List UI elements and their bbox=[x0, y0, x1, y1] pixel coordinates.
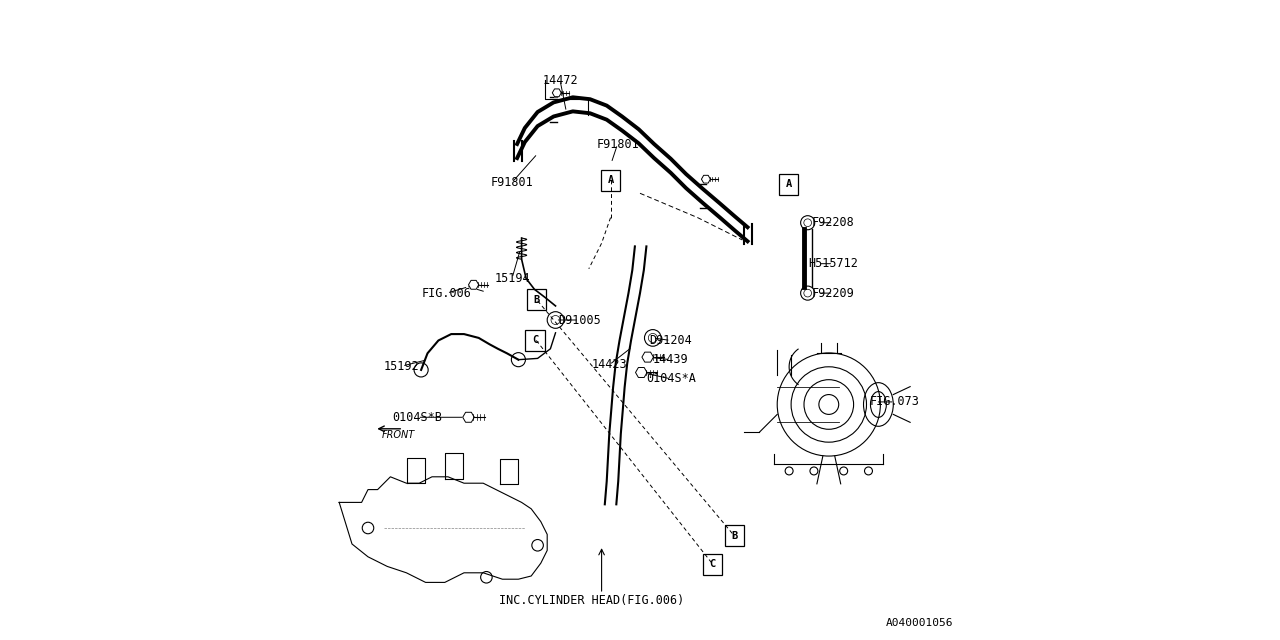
Text: A040001056: A040001056 bbox=[886, 618, 954, 628]
Polygon shape bbox=[463, 412, 475, 422]
Text: 15192: 15192 bbox=[384, 360, 420, 372]
Text: C: C bbox=[532, 335, 538, 346]
Text: 0104S*B: 0104S*B bbox=[393, 411, 442, 424]
Text: FIG.006: FIG.006 bbox=[422, 287, 471, 300]
Bar bbox=[778, 174, 799, 195]
Polygon shape bbox=[553, 89, 561, 97]
Text: B: B bbox=[534, 294, 539, 305]
Bar bbox=[724, 525, 745, 546]
Polygon shape bbox=[701, 175, 710, 183]
Text: C: C bbox=[709, 559, 716, 570]
Text: A: A bbox=[786, 179, 791, 189]
Bar bbox=[526, 330, 545, 351]
Bar bbox=[602, 170, 620, 191]
Text: F92209: F92209 bbox=[812, 287, 855, 300]
Polygon shape bbox=[468, 280, 479, 289]
Polygon shape bbox=[643, 352, 654, 362]
Bar bbox=[703, 554, 722, 575]
Text: FRONT: FRONT bbox=[381, 431, 415, 440]
Bar bbox=[527, 289, 545, 310]
Text: H515712: H515712 bbox=[809, 257, 858, 270]
Polygon shape bbox=[635, 367, 646, 378]
Circle shape bbox=[511, 353, 525, 367]
Text: F91801: F91801 bbox=[490, 176, 534, 189]
Text: 14423: 14423 bbox=[591, 358, 627, 371]
Text: D91204: D91204 bbox=[649, 334, 692, 347]
Text: 15194: 15194 bbox=[494, 272, 530, 285]
Text: B: B bbox=[732, 531, 737, 541]
Text: A: A bbox=[608, 175, 613, 186]
Text: FIG.073: FIG.073 bbox=[870, 396, 919, 408]
Text: 14472: 14472 bbox=[543, 74, 577, 86]
Text: 0104S*A: 0104S*A bbox=[646, 372, 695, 385]
Circle shape bbox=[415, 363, 428, 377]
Text: D91005: D91005 bbox=[558, 314, 600, 326]
Text: F91801: F91801 bbox=[596, 138, 639, 150]
Text: F92208: F92208 bbox=[812, 216, 855, 229]
Text: INC.CYLINDER HEAD(FIG.006): INC.CYLINDER HEAD(FIG.006) bbox=[499, 594, 685, 607]
Text: 14439: 14439 bbox=[653, 353, 689, 366]
